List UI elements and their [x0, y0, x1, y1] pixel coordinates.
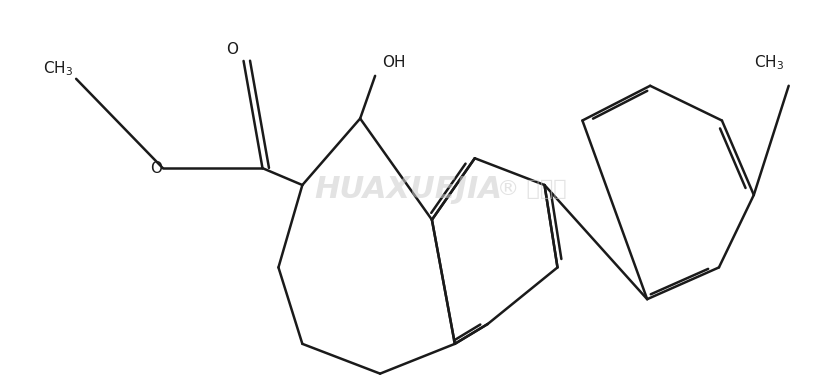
Text: ® 化学加: ® 化学加	[497, 179, 566, 199]
Text: OH: OH	[382, 56, 406, 70]
Text: CH$_3$: CH$_3$	[43, 60, 73, 78]
Text: HUAXUEJIA: HUAXUEJIA	[314, 175, 502, 203]
Text: O: O	[150, 161, 162, 176]
Text: O: O	[227, 42, 239, 57]
Text: CH$_3$: CH$_3$	[754, 54, 784, 72]
